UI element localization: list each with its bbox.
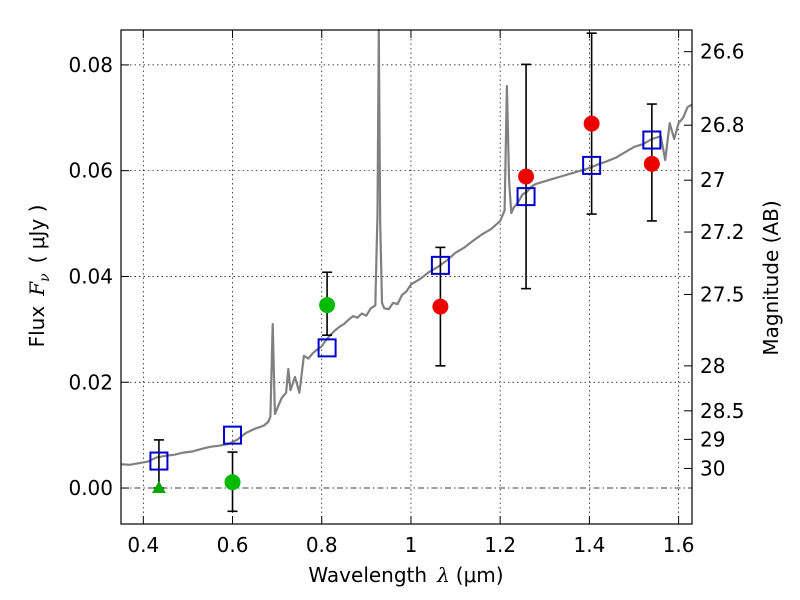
- y2-axis-ticks: 26.6 26.8 27 27.2 27.5 28 28.5 29 30: [684, 40, 745, 480]
- data-markers: [149, 115, 662, 494]
- y2-tick-label: 26.6: [700, 40, 745, 64]
- observed-point: [583, 115, 600, 132]
- observed-point: [319, 297, 336, 314]
- y2-tick-label: 27.5: [700, 282, 745, 306]
- observed-point: [224, 474, 241, 491]
- x-axis-label-symbol: λ: [436, 563, 450, 587]
- y2-tick-label: 29: [700, 427, 725, 451]
- y2-tick-label: 27: [700, 168, 725, 192]
- spectrum-line: [120, 28, 693, 466]
- y-tick-label: 0.00: [68, 476, 113, 500]
- y-tick-label: 0.04: [68, 264, 113, 288]
- x-tick-label: 1.6: [663, 533, 695, 557]
- x-tick-label: 1.2: [484, 533, 516, 557]
- x-tick-label: 1: [405, 533, 418, 557]
- y2-tick-label: 28.5: [700, 399, 745, 423]
- x-axis-ticks: 0.4 0.6 0.8 1 1.2 1.4 1.6: [127, 30, 695, 557]
- observed-point: [432, 298, 449, 315]
- model-photometry-point: [642, 130, 662, 150]
- y-axis-ticks: 0.00 0.02 0.04 0.06 0.08: [68, 53, 129, 500]
- model-photometry-point: [430, 255, 450, 275]
- y-tick-label: 0.08: [68, 53, 113, 77]
- x-tick-label: 1.4: [573, 533, 605, 557]
- model-spectrum: [120, 28, 693, 466]
- x-tick-label: 0.8: [306, 533, 338, 557]
- y-axis-label-text: Flux: [25, 306, 49, 348]
- y-axis-label-subscript: ν: [37, 273, 53, 282]
- grid-lines: [121, 30, 692, 524]
- observed-point: [643, 155, 660, 172]
- model-photometry-point: [317, 338, 337, 358]
- y-tick-label: 0.02: [68, 370, 113, 394]
- y2-tick-label: 30: [700, 456, 725, 480]
- y2-tick-label: 26.8: [700, 113, 745, 137]
- x-axis-label-unit: (μm): [456, 563, 504, 587]
- y2-axis-label: Magnitude (AB): [759, 200, 783, 355]
- y-axis-label-symbol: F: [25, 281, 49, 297]
- model-photometry-point: [582, 155, 602, 175]
- error-bars: [153, 32, 657, 513]
- model-photometry-point: [516, 187, 536, 207]
- y-axis-label-unit: ( μJy ): [25, 205, 49, 264]
- plot-frame: [120, 29, 693, 525]
- x-axis-label: Wavelength λ (μm): [308, 563, 503, 587]
- y-axis-label: Flux Fν ( μJy ): [25, 205, 53, 348]
- y2-tick-label: 28: [700, 354, 725, 378]
- observed-point: [518, 168, 535, 185]
- x-tick-label: 0.6: [217, 533, 249, 557]
- model-photometry-point: [149, 451, 169, 471]
- y-tick-label: 0.06: [68, 159, 113, 183]
- x-axis-label-text: Wavelength: [308, 563, 427, 587]
- upper-limit-point: [151, 481, 166, 494]
- x-tick-label: 0.4: [127, 533, 159, 557]
- model-photometry-point: [223, 425, 243, 445]
- y2-tick-label: 27.2: [700, 220, 745, 244]
